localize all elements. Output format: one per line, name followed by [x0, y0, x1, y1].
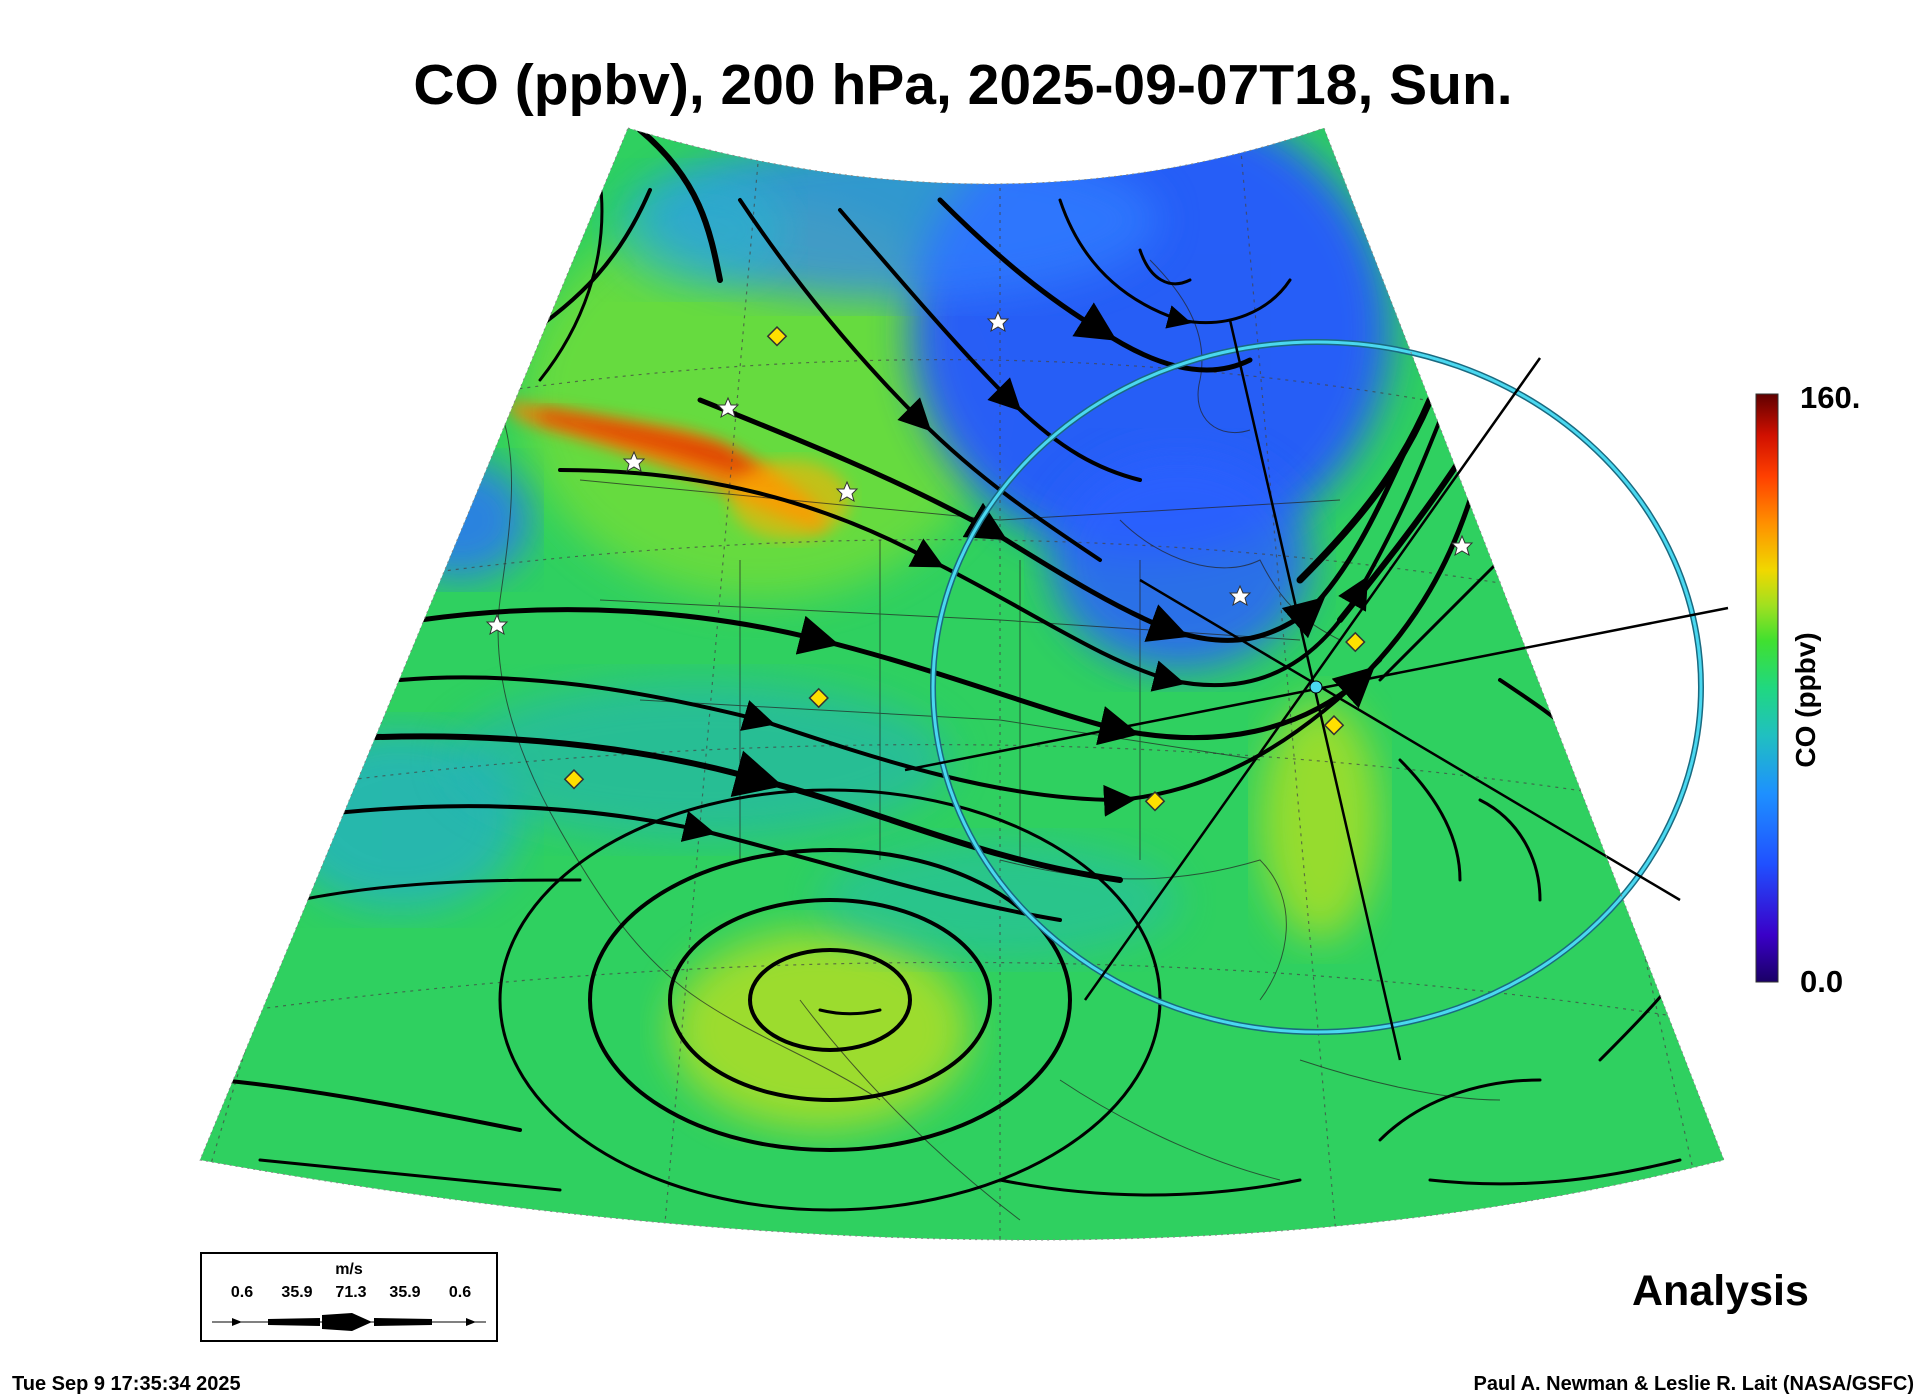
analysis-label: Analysis: [1632, 1267, 1809, 1315]
wind-value-label: 0.6: [448, 1284, 472, 1301]
diamond-markers: [563, 326, 1366, 812]
colorbar-min-label: 0.0: [1800, 964, 1844, 999]
wind-value-label: 71.3: [335, 1284, 367, 1301]
star-markers: [485, 310, 1474, 636]
colorbar-title: CO (ppbv): [1790, 632, 1821, 768]
footer-timestamp: Tue Sep 9 17:35:34 2025: [12, 1373, 241, 1395]
map-title: CO (ppbv), 200 hPa, 2025-09-07T18, Sun.: [413, 53, 1513, 117]
wind-value-label: 0.6: [230, 1284, 254, 1301]
center-marker: [1309, 680, 1323, 694]
footer-credit: Paul A. Newman & Leslie R. Lait (NASA/GS…: [1473, 1373, 1914, 1395]
wind-value-label: 35.9: [281, 1284, 313, 1301]
range-ring: [930, 339, 1704, 1035]
wind-unit-label: m/s: [335, 1261, 363, 1278]
wind-speed-legend: m/s 0.6 35.9 71.3 35.9 0.6: [200, 1252, 498, 1342]
co-field: [200, 128, 1724, 1240]
colorbar: [1755, 393, 1779, 983]
wind-value-label: 35.9: [389, 1284, 421, 1301]
wind-arrow-scale: [212, 1313, 486, 1331]
colorbar-max-label: 160.: [1800, 380, 1861, 415]
